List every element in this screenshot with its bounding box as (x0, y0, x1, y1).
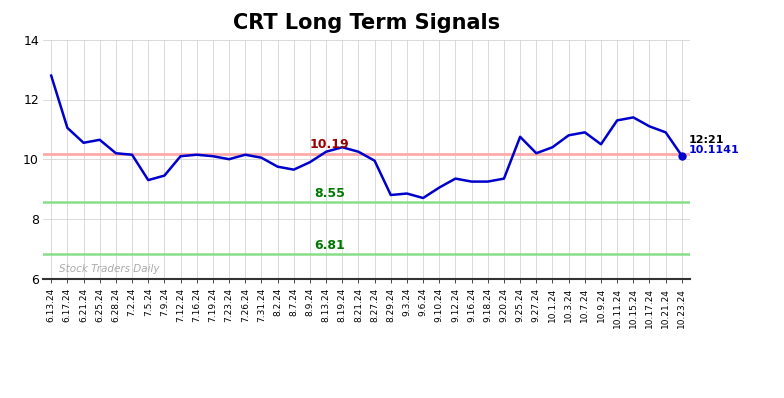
Text: 8.55: 8.55 (314, 187, 345, 200)
Text: 10.1141: 10.1141 (688, 145, 739, 155)
Text: 12:21: 12:21 (688, 135, 724, 145)
Text: Stock Traders Daily: Stock Traders Daily (60, 264, 160, 274)
Text: 6.81: 6.81 (314, 239, 345, 252)
Text: 10.19: 10.19 (310, 138, 349, 151)
Title: CRT Long Term Signals: CRT Long Term Signals (233, 13, 500, 33)
